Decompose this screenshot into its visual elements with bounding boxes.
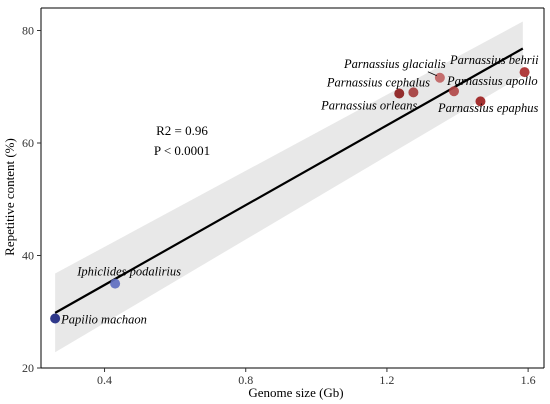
point-label: Parnassius cephalus	[326, 75, 430, 89]
confidence-band	[55, 21, 523, 353]
y-tick-label: 40	[22, 249, 34, 263]
x-tick-label: 1.2	[379, 373, 394, 387]
data-point	[519, 67, 530, 78]
r-squared-annotation: R2 = 0.96	[156, 123, 208, 138]
data-point	[434, 72, 445, 83]
p-value-annotation: P < 0.0001	[154, 143, 210, 158]
point-label: Parnassius behrii	[449, 53, 539, 67]
data-point	[408, 87, 419, 98]
data-point	[394, 88, 405, 99]
y-axis-title: Repetitive content (%)	[2, 138, 17, 256]
x-axis-title: Genome size (Gb)	[248, 385, 343, 400]
data-point	[475, 96, 486, 107]
x-tick-label: 0.8	[238, 373, 253, 387]
point-label: Parnassius glacialis	[343, 57, 446, 71]
point-label: Parnassius apollo	[446, 74, 538, 88]
regression-line	[54, 47, 524, 314]
label-leader-line	[427, 71, 438, 77]
point-label: Papilio machaon	[60, 313, 147, 327]
point-label: Parnassius epaphus	[437, 101, 538, 115]
point-label: Iphiclides podalirius	[76, 265, 181, 279]
x-tick-label: 0.4	[97, 373, 112, 387]
y-tick-label: 20	[22, 361, 34, 375]
y-tick-label: 80	[22, 24, 34, 38]
y-tick-label: 60	[22, 136, 34, 150]
point-label: Parnassius orleans	[320, 99, 417, 113]
x-tick-label: 1.6	[521, 373, 536, 387]
data-point	[110, 278, 121, 289]
data-point	[448, 86, 459, 97]
data-point	[50, 313, 61, 324]
